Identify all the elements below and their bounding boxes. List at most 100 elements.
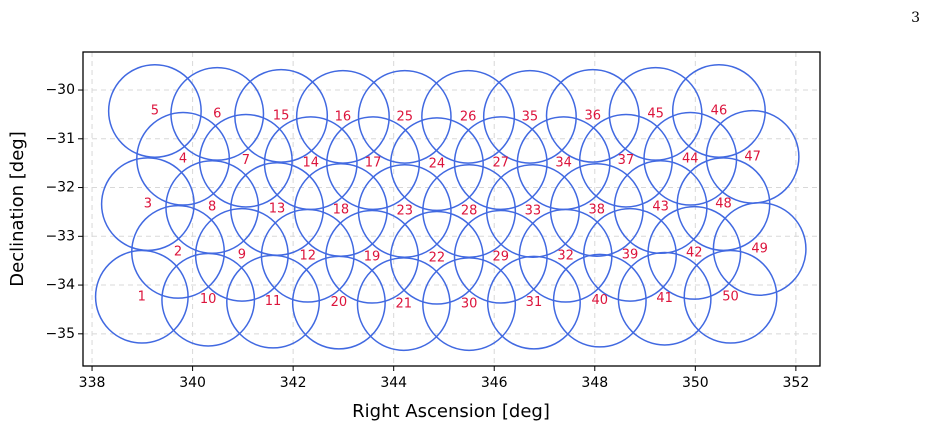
field-circle: [389, 210, 484, 305]
field-circle: [357, 69, 452, 164]
field-circle: [161, 252, 256, 347]
point-label: 15: [273, 108, 290, 123]
point-label: 35: [522, 109, 539, 124]
point-label: 48: [715, 197, 732, 212]
field-circle: [325, 209, 420, 304]
field-circle: [582, 207, 677, 302]
point-label: 49: [751, 241, 768, 256]
point-label: 43: [652, 200, 669, 215]
y-tick-label: −33: [45, 228, 75, 244]
point-label: 1: [138, 289, 146, 304]
point-label: 13: [269, 202, 286, 217]
field-circle: [485, 163, 580, 258]
point-label: 27: [492, 156, 509, 171]
point-label: 30: [461, 297, 478, 312]
plot-frame: [82, 51, 821, 367]
x-tick-label: 352: [783, 375, 810, 391]
field-circle: [486, 255, 581, 350]
field-circle: [234, 68, 329, 163]
point-label: 26: [460, 109, 477, 124]
point-label: 25: [396, 109, 413, 124]
y-tick-label: −32: [45, 180, 75, 196]
field-circle: [389, 117, 484, 212]
x-tick-label: 338: [79, 375, 106, 391]
field-circle: [107, 63, 202, 158]
point-label: 28: [461, 203, 478, 218]
field-circle: [170, 66, 265, 161]
x-tick-label: 348: [581, 375, 608, 391]
field-circle: [453, 209, 548, 304]
point-label: 41: [656, 291, 673, 306]
point-label: 6: [213, 106, 221, 121]
x-tick-label: 350: [682, 375, 709, 391]
point-label: 50: [722, 289, 739, 304]
point-label: 16: [335, 109, 352, 124]
y-tick-label: −30: [45, 82, 75, 98]
point-label: 44: [682, 151, 699, 166]
point-label: 34: [555, 156, 572, 171]
point-label: 38: [589, 202, 606, 217]
y-tick-label: −35: [45, 326, 75, 342]
x-tick-label: 342: [280, 375, 307, 391]
point-label: 36: [584, 108, 601, 123]
field-circle: [671, 63, 766, 158]
point-label: 2: [174, 244, 182, 259]
point-label: 19: [364, 249, 381, 264]
point-label: 40: [592, 293, 609, 308]
point-label: 20: [331, 295, 348, 310]
point-label: 37: [618, 153, 635, 168]
field-circle: [683, 249, 778, 344]
field-circle: [421, 69, 516, 164]
point-label: 12: [299, 248, 316, 263]
field-circle: [453, 116, 548, 211]
field-circle: [422, 257, 517, 352]
point-label: 29: [492, 249, 509, 264]
point-label: 17: [365, 156, 382, 171]
y-axis-label: Declination [deg]: [7, 131, 28, 286]
point-label: 33: [525, 203, 542, 218]
point-label: 10: [200, 292, 217, 307]
point-label: 7: [242, 153, 250, 168]
point-label: 42: [686, 245, 703, 260]
point-label: 18: [333, 202, 350, 217]
field-circle: [552, 253, 647, 348]
point-label: 39: [622, 247, 639, 262]
point-label: 21: [395, 297, 412, 312]
field-circle: [516, 116, 611, 211]
field-circle: [712, 201, 807, 296]
field-circle: [613, 160, 708, 255]
point-label: 3: [144, 197, 152, 212]
field-circle: [578, 113, 673, 208]
point-label: 22: [429, 250, 446, 265]
point-label: 31: [526, 295, 543, 310]
point-label: 47: [744, 149, 761, 164]
point-label: 32: [557, 248, 574, 263]
x-tick-label: 340: [179, 375, 206, 391]
x-tick-label: 344: [380, 375, 407, 391]
field-circle: [647, 205, 742, 300]
point-label: 8: [208, 200, 216, 215]
field-circle: [357, 163, 452, 258]
y-tick-label: −34: [45, 277, 75, 293]
point-label: 45: [647, 106, 664, 121]
point-label: 5: [151, 103, 159, 118]
field-circle: [263, 116, 358, 211]
point-label: 4: [179, 151, 187, 166]
field-circle: [230, 161, 325, 257]
point-label: 11: [265, 294, 282, 309]
field-circle: [291, 255, 386, 350]
field-circle: [482, 69, 577, 164]
point-label: 14: [302, 156, 319, 171]
y-tick-label: −31: [45, 131, 75, 147]
point-label: 24: [429, 157, 446, 172]
point-label: 23: [396, 203, 413, 218]
x-tick-label: 346: [481, 375, 508, 391]
point-label: 46: [711, 103, 728, 118]
field-circle: [326, 116, 421, 211]
page-number: 3: [911, 10, 920, 26]
x-axis-label: Right Ascension [deg]: [352, 401, 550, 422]
field-circle: [608, 66, 703, 161]
point-label: 9: [238, 247, 246, 262]
